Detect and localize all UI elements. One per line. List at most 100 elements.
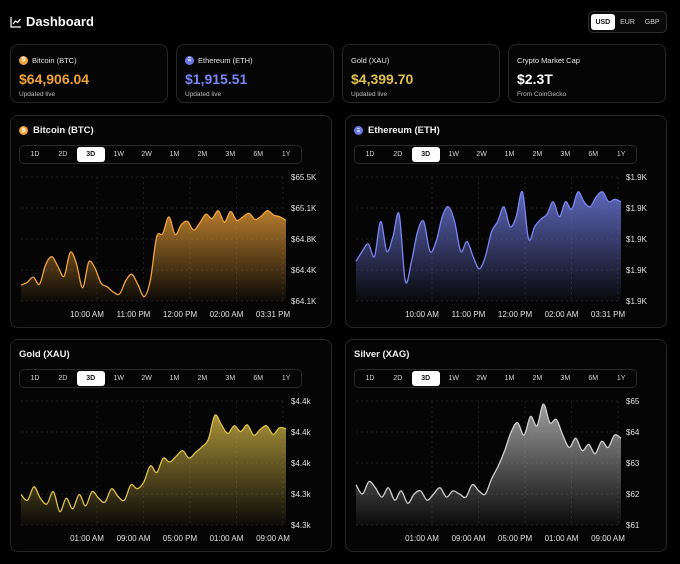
bitcoin-icon: ₿ (19, 126, 28, 135)
range-1w-button[interactable]: 1W (113, 375, 124, 382)
range-2d-button[interactable]: 2D (393, 375, 403, 382)
range-1w-button[interactable]: 1W (448, 151, 459, 158)
page-title: Dashboard (26, 14, 94, 29)
range-2w-button[interactable]: 2W (141, 151, 152, 158)
y-tick-label: $63 (626, 459, 640, 468)
range-6m-button[interactable]: 6M (253, 151, 264, 158)
stat-card-market-cap: Crypto Market Cap $2.3T From CoinGecko (508, 44, 666, 103)
range-1y-button[interactable]: 1Y (281, 375, 291, 382)
range-1d-button[interactable]: 1D (30, 151, 40, 158)
currency-gbp-button[interactable]: GBP (644, 18, 660, 26)
range-1m-button[interactable]: 1M (169, 375, 180, 382)
x-tick-label: 12:00 PM (498, 310, 533, 319)
range-6m-button[interactable]: 6M (253, 375, 264, 382)
chart-title: Ethereum (ETH) (368, 125, 440, 136)
range-3d-button[interactable]: 3D (411, 147, 440, 162)
x-tick-label: 09:00 AM (591, 534, 625, 543)
stat-value: $4,399.70 (351, 71, 414, 87)
range-1m-button[interactable]: 1M (169, 151, 180, 158)
range-3d-button[interactable]: 3D (76, 147, 105, 162)
currency-usd-button[interactable]: USD (591, 14, 615, 30)
currency-toggle: USD EUR GBP (588, 11, 667, 33)
range-2w-button[interactable]: 2W (476, 375, 487, 382)
y-tick-label: $4.4k (291, 397, 312, 406)
range-selector: 1D 2D 3D 1W 2W 1M 2M 3M 6M 1Y (354, 369, 637, 388)
chart-card-btc: ₿ Bitcoin (BTC) 1D 2D 3D 1W 2W 1M 2M 3M 6M 1Y $65.… (10, 115, 332, 328)
x-tick-label: 01:00 AM (545, 534, 579, 543)
price-area (356, 404, 621, 525)
price-chart: $4.4k $4.4k $4.4k $4.3k $4.3k 01:00 AM 09:00 A… (20, 397, 312, 543)
stat-label: Ethereum (ETH) (198, 55, 253, 65)
range-1d-button[interactable]: 1D (30, 375, 40, 382)
y-tick-label: $1.9K (626, 266, 648, 275)
range-1m-button[interactable]: 1M (504, 151, 515, 158)
stat-label: Crypto Market Cap (517, 55, 580, 65)
x-tick-label: 03:31 PM (591, 310, 626, 319)
range-2d-button[interactable]: 2D (58, 375, 68, 382)
range-1m-button[interactable]: 1M (504, 375, 515, 382)
line-chart-icon (10, 17, 21, 28)
range-6m-button[interactable]: 6M (588, 151, 599, 158)
x-tick-label: 01:00 AM (70, 534, 104, 543)
y-tick-label: $4.3k (291, 521, 312, 530)
range-1d-button[interactable]: 1D (365, 375, 375, 382)
range-1y-button[interactable]: 1Y (281, 151, 291, 158)
x-tick-label: 11:00 PM (452, 310, 486, 319)
range-1w-button[interactable]: 1W (113, 151, 124, 158)
range-1y-button[interactable]: 1Y (616, 151, 626, 158)
y-tick-label: $64 (626, 428, 640, 437)
range-2m-button[interactable]: 2M (197, 375, 208, 382)
y-tick-label: $4.3k (291, 490, 312, 499)
range-3m-button[interactable]: 3M (560, 375, 571, 382)
stat-value: $1,915.51 (185, 71, 248, 87)
range-1d-button[interactable]: 1D (365, 151, 375, 158)
y-tick-label: $1.9K (626, 204, 648, 213)
x-tick-label: 03:31 PM (256, 310, 291, 319)
ethereum-icon: Ξ (354, 126, 363, 135)
x-tick-label: 11:00 PM (117, 310, 151, 319)
x-tick-label: 05:00 PM (163, 534, 198, 543)
x-tick-label: 02:00 AM (545, 310, 579, 319)
ethereum-icon: Ξ (185, 55, 194, 65)
price-chart: $65 $64 $63 $62 $61 01:00 AM 09:00 AM 05:00 PM 0… (355, 397, 640, 543)
range-2m-button[interactable]: 2M (532, 151, 543, 158)
range-2w-button[interactable]: 2W (141, 375, 152, 382)
stat-value: $64,906.04 (19, 71, 90, 87)
range-2m-button[interactable]: 2M (197, 151, 208, 158)
stat-subtext: Updated live (351, 91, 388, 98)
bitcoin-icon: ₿ (19, 55, 28, 65)
price-line (355, 191, 622, 284)
price-line (20, 414, 287, 513)
x-tick-label: 12:00 PM (163, 310, 198, 319)
y-tick-label: $4.4k (291, 459, 312, 468)
range-3m-button[interactable]: 3M (225, 375, 236, 382)
stat-value: $2.3T (517, 71, 553, 87)
range-3d-button[interactable]: 3D (411, 371, 440, 386)
chart-title: Silver (XAG) (354, 349, 410, 360)
price-line (20, 210, 287, 298)
y-tick-label: $64.8K (291, 235, 317, 244)
range-3m-button[interactable]: 3M (560, 151, 571, 158)
price-line (355, 403, 622, 504)
range-3m-button[interactable]: 3M (225, 151, 236, 158)
range-3d-button[interactable]: 3D (76, 371, 105, 386)
range-selector: 1D 2D 3D 1W 2W 1M 2M 3M 6M 1Y (19, 145, 302, 164)
y-tick-label: $62 (626, 490, 640, 499)
range-1y-button[interactable]: 1Y (616, 375, 626, 382)
chart-card-silver: Silver (XAG) 1D 2D 3D 1W 2W 1M 2M 3M 6M 1Y $65 $64… (345, 339, 667, 552)
range-2m-button[interactable]: 2M (532, 375, 543, 382)
range-6m-button[interactable]: 6M (588, 375, 599, 382)
range-2d-button[interactable]: 2D (393, 151, 403, 158)
x-tick-label: 09:00 AM (452, 534, 486, 543)
y-tick-label: $1.9K (626, 235, 648, 244)
price-chart: $1.9K $1.9K $1.9K $1.9K $1.9K 10:00 AM 11:00 P… (355, 173, 648, 319)
stat-card-gold: Gold (XAU) $4,399.70 Updated live (342, 44, 500, 103)
range-1w-button[interactable]: 1W (448, 375, 459, 382)
stat-subtext: Updated live (185, 91, 222, 98)
price-chart: $65.5K $65.1K $64.8K $64.4K $64.1K 10:00 AM 11… (20, 173, 317, 319)
x-tick-label: 01:00 AM (210, 534, 244, 543)
x-tick-label: 10:00 AM (70, 310, 104, 319)
currency-eur-button[interactable]: EUR (620, 18, 635, 26)
range-2w-button[interactable]: 2W (476, 151, 487, 158)
range-2d-button[interactable]: 2D (58, 151, 68, 158)
